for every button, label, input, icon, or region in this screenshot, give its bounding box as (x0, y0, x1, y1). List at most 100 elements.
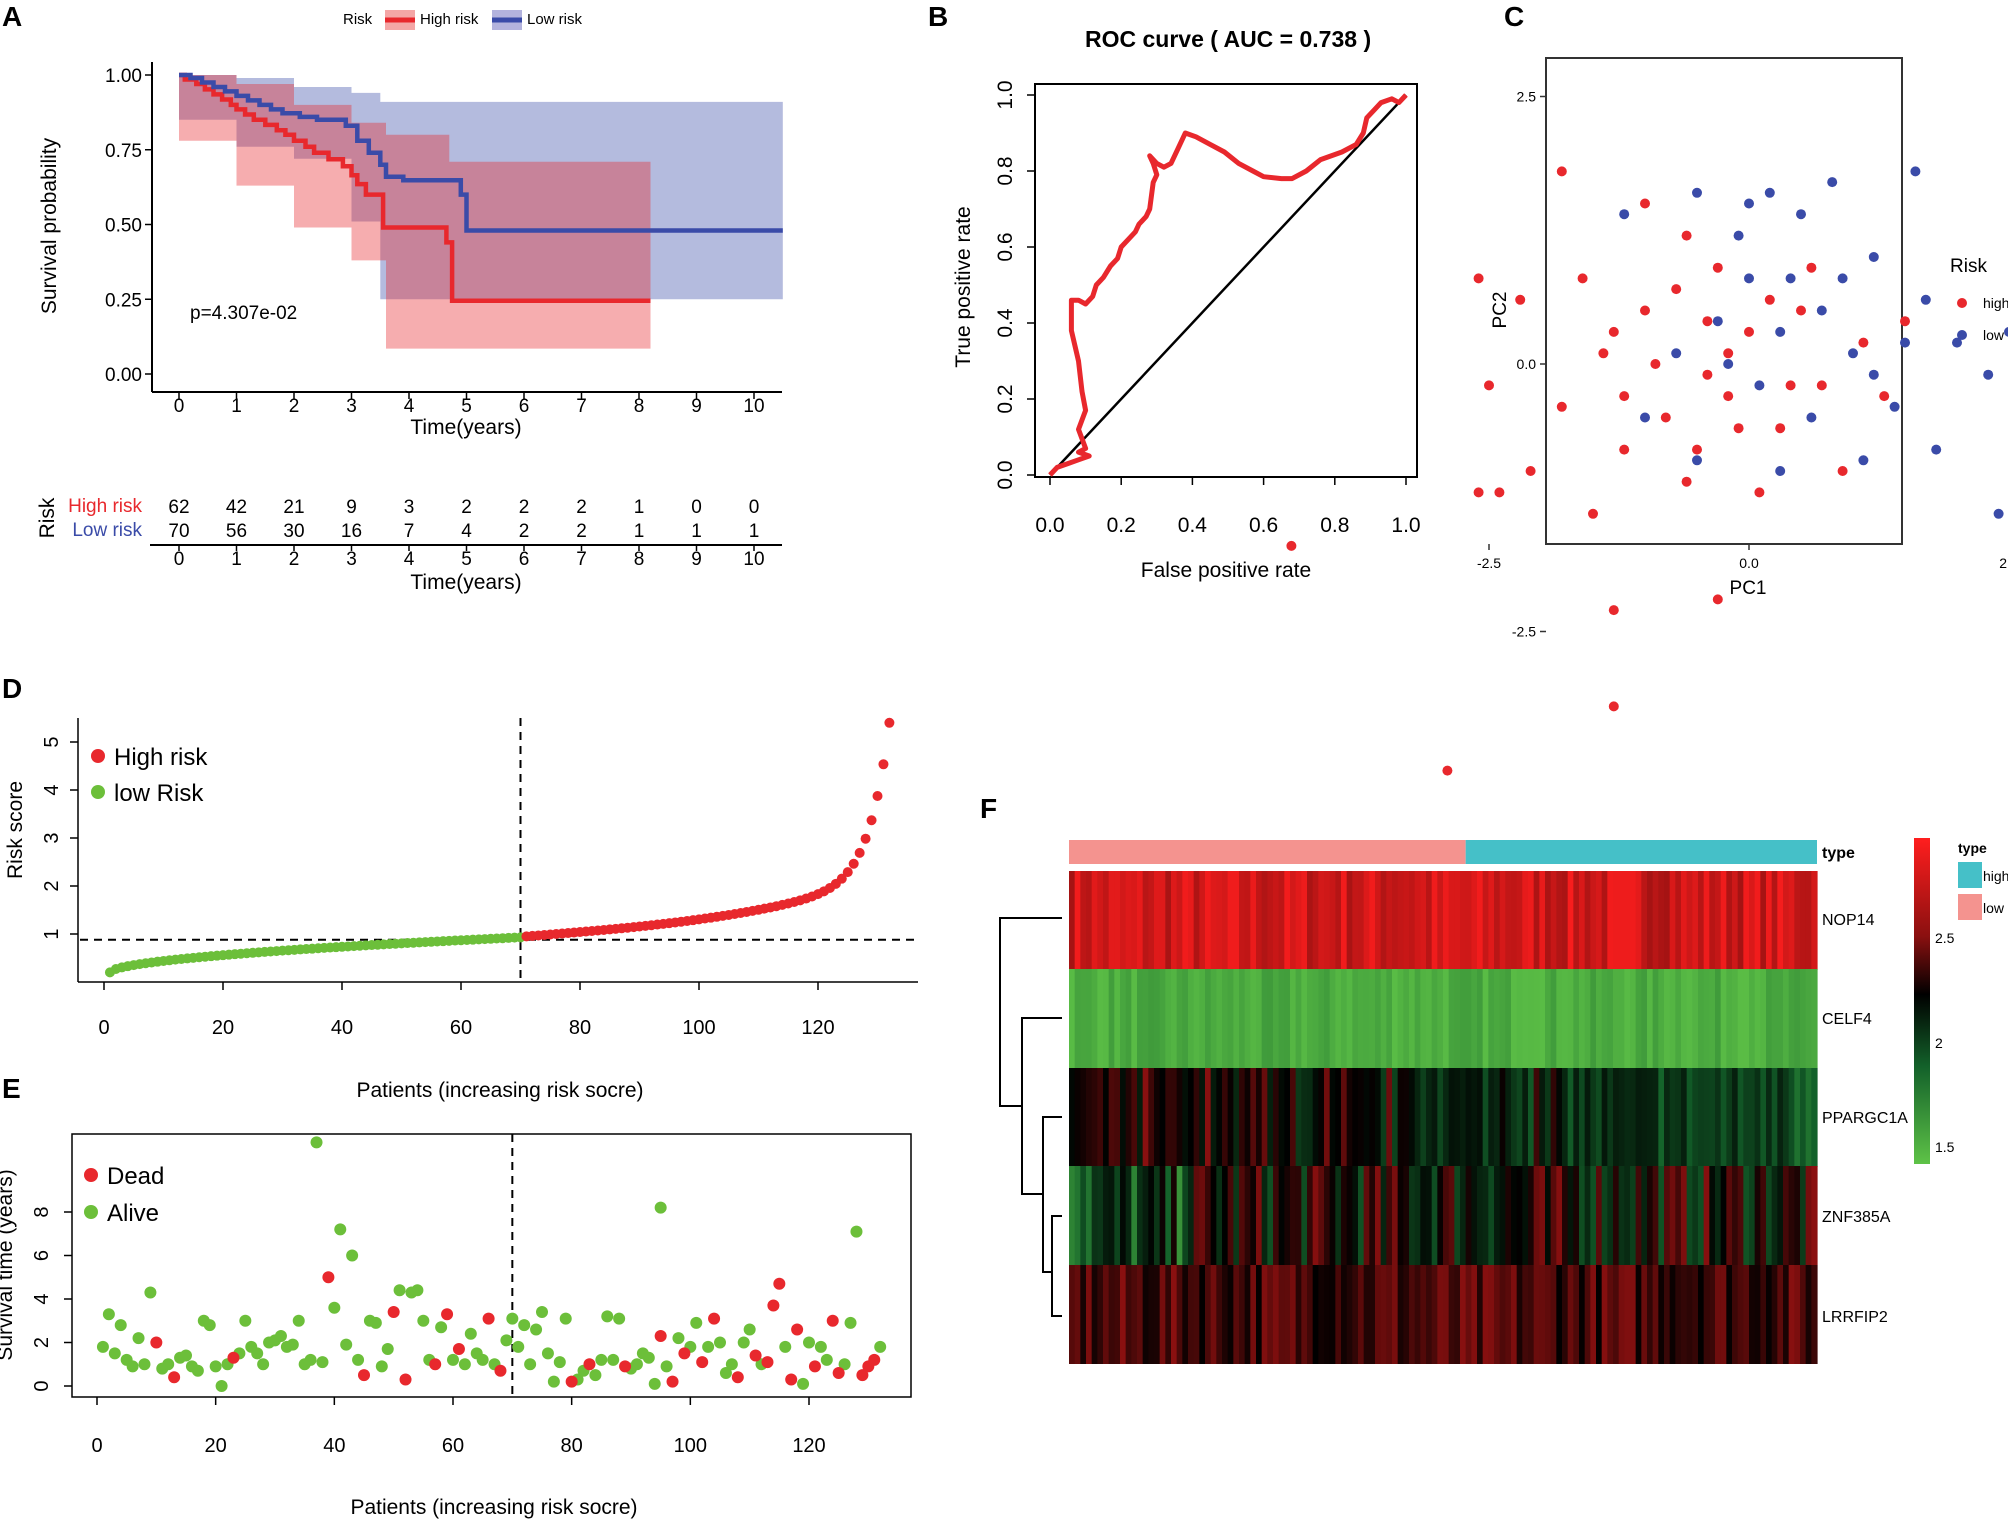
km-x-tick: 5 (461, 396, 472, 417)
heatmap-cell (1159, 1265, 1166, 1364)
heatmap-cell (1148, 1265, 1155, 1364)
heatmap-cell (1562, 969, 1569, 1068)
pca-point-low (1931, 444, 1942, 455)
pca-point-high (1619, 391, 1630, 402)
risk-score-x-tick: 80 (569, 1017, 591, 1039)
heatmap-cell (1641, 1068, 1648, 1167)
roc-x-tick: 0.2 (1107, 514, 1136, 537)
heatmap-cell (1749, 1265, 1756, 1364)
dendro-root (999, 917, 1062, 1107)
heatmap-cell (1805, 871, 1812, 970)
risk-table-tick: 6 (519, 549, 530, 570)
pca-point-high (1515, 294, 1526, 305)
heatmap-cell (1120, 1068, 1127, 1167)
heatmap-cell (1108, 969, 1115, 1068)
heatmap-cell (1182, 1068, 1189, 1167)
heatmap-cell (1511, 1265, 1518, 1364)
pca-point-low (1754, 380, 1765, 391)
heatmap-cell (1624, 1166, 1631, 1265)
heatmap-cell (1528, 969, 1535, 1068)
survival-point-alive (352, 1353, 365, 1366)
heatmap-cell (1737, 969, 1744, 1068)
survival-x-tick: 100 (674, 1435, 707, 1457)
survival-point-alive (838, 1358, 851, 1371)
heatmap-cell (1505, 1068, 1512, 1167)
heatmap-cell (1086, 1166, 1093, 1265)
risk-score-point-high (836, 873, 847, 884)
risk-legend-dot-low (91, 785, 105, 799)
risk-table-cell: 7 (404, 521, 415, 542)
heatmap-cell (1443, 1068, 1450, 1167)
heatmap-cell (1074, 969, 1081, 1068)
heatmap-cell (1613, 1166, 1620, 1265)
heatmap-cell (1301, 871, 1308, 970)
heatmap-cell (1358, 969, 1365, 1068)
risk-table-tick: 8 (634, 549, 645, 570)
heatmap-cell (1630, 1265, 1637, 1364)
heatmap-cell (1414, 871, 1421, 970)
heatmap-cell (1579, 1166, 1586, 1265)
heatmap-cell (1567, 969, 1574, 1068)
heatmap-cell (1267, 871, 1274, 970)
heatmap-cell (1658, 969, 1665, 1068)
heatmap-cell (1794, 969, 1801, 1068)
heatmap-cell (1392, 1166, 1399, 1265)
pca-legend-high: high (1983, 295, 2008, 311)
heatmap-cell (1805, 1068, 1812, 1167)
survival-y-tick: 2 (31, 1337, 53, 1348)
heatmap-cell (1403, 969, 1410, 1068)
heatmap-cell (1811, 1068, 1818, 1167)
heatmap-cell (1103, 871, 1110, 970)
heatmap-cell (1074, 871, 1081, 970)
heatmap-cell (1403, 1166, 1410, 1265)
heatmap-cell (1403, 1265, 1410, 1364)
heatmap-cell (1290, 1265, 1297, 1364)
heatmap-cell (1709, 969, 1716, 1068)
heatmap-cell (1652, 1265, 1659, 1364)
survival-point-alive (381, 1343, 394, 1356)
survival-point-dead (868, 1353, 881, 1366)
pca-point-high (1712, 262, 1723, 273)
pca-point-low (1775, 326, 1786, 337)
survival-point-dead (666, 1375, 679, 1388)
risk-table-cell: 2 (519, 497, 530, 518)
heatmap-cell (1460, 1068, 1467, 1167)
risk-table-cell: 2 (461, 497, 472, 518)
heatmap-cell (1403, 871, 1410, 970)
heatmap-cell (1171, 1068, 1178, 1167)
heatmap-cell (1556, 871, 1563, 970)
pca-point-low (1952, 337, 1962, 348)
heatmap-cell (1239, 1166, 1246, 1265)
heatmap-cell (1771, 1068, 1778, 1167)
heatmap-cell (1193, 1068, 1200, 1167)
heatmap-cell (1239, 1068, 1246, 1167)
heatmap-cell (1584, 1068, 1591, 1167)
heatmap-cell (1675, 1068, 1682, 1167)
km-legend-title: Risk (343, 11, 373, 28)
heatmap-cell (1635, 1068, 1642, 1167)
heatmap-cell (1267, 1068, 1274, 1167)
heatmap-cell (1686, 1166, 1693, 1265)
risk-score-point-high (878, 759, 889, 770)
heatmap-cell (1675, 969, 1682, 1068)
km-band-high (179, 75, 651, 349)
survival-point-alive (630, 1358, 643, 1371)
heatmap-cell (1154, 1265, 1161, 1364)
km-x-tick: 2 (289, 396, 300, 417)
heatmap-cell (1312, 871, 1319, 970)
heatmap-cell (1743, 1265, 1750, 1364)
heatmap-cell (1624, 871, 1631, 970)
survival-point-alive (257, 1358, 270, 1371)
heatmap-cell (1080, 1166, 1087, 1265)
heatmap-cell (1811, 969, 1818, 1068)
heatmap-cell (1709, 1166, 1716, 1265)
heatmap-cell (1392, 1265, 1399, 1364)
km-ticks: 0 1 2 3 4 5 6 7 8 9 10 0.00 0.25 0.50 0.75 1.00 (105, 66, 765, 417)
risk-score-x-tick: 0 (98, 1017, 109, 1039)
heatmap-cell (1086, 1265, 1093, 1364)
survival-status-frame (71, 1133, 912, 1398)
heatmap-cell (1312, 1265, 1319, 1364)
heatmap-cell (1601, 1265, 1608, 1364)
risk-table-cell: 1 (634, 521, 645, 542)
km-band-low (179, 75, 783, 300)
